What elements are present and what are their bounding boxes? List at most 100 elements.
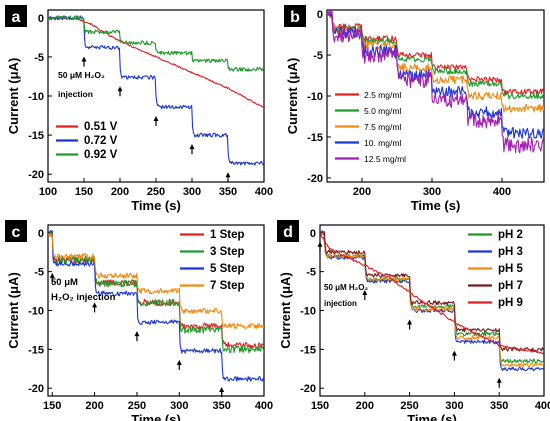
y-axis-label: Current (μA) <box>6 58 21 135</box>
annotation-text: injection <box>324 299 357 308</box>
y-axis-label: Current (μA) <box>278 272 293 349</box>
injection-arrowhead <box>49 272 55 278</box>
y-tick-label: -5 <box>313 50 323 62</box>
x-tick-label: 300 <box>183 186 201 198</box>
x-axis-label: Time (s) <box>411 198 461 213</box>
x-axis-label: Time (s) <box>131 412 181 421</box>
injection-arrowhead <box>451 350 457 356</box>
y-tick-label: -20 <box>28 383 44 395</box>
legend: pH 2 pH 3 pH 5 pH 7 pH 9 <box>468 229 524 309</box>
legend-label: 5.0 mg/ml <box>364 106 401 116</box>
injection-arrowhead <box>176 359 182 365</box>
x-tick-label: 250 <box>147 186 165 198</box>
annotation-text: H₂O₂ injection <box>51 292 116 303</box>
legend-label: 0.92 V <box>84 149 118 161</box>
legend: 1 Step 3 Step 5 Step 7 Step <box>180 229 245 292</box>
y-axis-label: Current (μA) <box>6 272 21 349</box>
legend: 2.5 mg/ml 5.0 mg/ml 7.5 mg/ml 10. mg/ml 12.5… <box>335 90 406 164</box>
panel-b: 200 300 400 0 -5 -10 -15 -20 Time (s) Current (μA… <box>284 5 545 213</box>
y-tick-label: -10 <box>28 91 44 103</box>
series-line-5-step <box>48 230 264 382</box>
injection-arrowhead <box>219 387 225 392</box>
plot-frame <box>47 224 265 397</box>
series-line-3-step <box>48 230 264 354</box>
x-tick-label: 400 <box>493 186 511 198</box>
y-tick-label: -15 <box>300 344 316 356</box>
y-tick-label: -10 <box>28 306 44 318</box>
injection-arrowhead <box>134 331 140 337</box>
panel-badge <box>5 5 27 27</box>
y-tick-label: -5 <box>306 267 316 279</box>
legend-label: 7 Step <box>210 280 245 292</box>
y-tick-label: -15 <box>28 344 44 356</box>
series-line-7-5-mg-ml <box>327 11 544 113</box>
series-line-ph-7 <box>320 231 544 352</box>
legend-label: 0.51 V <box>84 121 118 133</box>
x-tick-label: 100 <box>39 186 57 198</box>
panel-c: 150 200 250 300 350 400 0 -5 -10 -15 -20 Time (s) Cu… <box>5 220 273 421</box>
x-tick-label: 350 <box>212 400 230 412</box>
legend-label: 12.5 mg/ml <box>364 154 406 164</box>
x-tick-label: 250 <box>400 400 418 412</box>
panel-letter: d <box>283 224 293 241</box>
legend-label: 7.5 mg/ml <box>364 122 401 132</box>
injection-arrowhead <box>407 319 413 325</box>
series-group <box>320 230 544 372</box>
panel-letter: b <box>290 9 300 26</box>
y-tick-label: -15 <box>28 130 44 142</box>
series-group <box>48 230 264 382</box>
legend-label: pH 5 <box>498 263 524 275</box>
injection-arrowhead <box>317 241 323 247</box>
x-axis-label: Time (s) <box>131 198 181 213</box>
legend-label: pH 7 <box>498 280 523 292</box>
annotation-text: injection <box>58 89 93 99</box>
series-line-7-step <box>48 232 264 330</box>
x-tick-label: 400 <box>255 400 273 412</box>
y-tick-label: -20 <box>28 169 44 181</box>
injection-arrowhead <box>225 172 231 178</box>
legend-label: pH 2 <box>498 229 523 241</box>
x-tick-label: 300 <box>170 400 188 412</box>
legend-label: 2.5 mg/ml <box>364 90 401 100</box>
injection-arrowhead <box>81 56 87 62</box>
injection-arrowhead <box>92 302 98 308</box>
x-axis-label: Time (s) <box>407 412 457 421</box>
legend-label: pH 9 <box>498 297 523 309</box>
series-line-ph-5 <box>320 231 544 368</box>
y-tick-label: 0 <box>317 9 323 21</box>
panel-letter: c <box>12 224 21 241</box>
legend-label: 0.72 V <box>84 135 118 147</box>
y-tick-label: -10 <box>300 306 316 318</box>
x-tick-label: 300 <box>445 400 463 412</box>
legend-label: pH 3 <box>498 246 523 258</box>
x-tick-label: 150 <box>75 186 93 198</box>
series-group <box>48 15 264 166</box>
panel-a: 100 150 200 250 300 350 400 0 -5 -10 -15 -20 Time (s… <box>5 5 273 213</box>
panel-badge <box>284 5 306 27</box>
injection-arrowhead <box>189 144 195 150</box>
annotation-text: 50 μM <box>51 277 78 288</box>
y-tick-label: -20 <box>300 383 316 395</box>
injection-arrowhead <box>362 289 368 295</box>
series-group <box>327 10 544 154</box>
x-tick-label: 150 <box>311 400 329 412</box>
x-tick-label: 200 <box>111 186 129 198</box>
x-tick-label: 350 <box>490 400 508 412</box>
x-tick-label: 300 <box>423 186 441 198</box>
y-tick-label: -10 <box>307 91 323 103</box>
annotation-text: 50 μM H₂O₂ <box>324 283 368 292</box>
x-tick-label: 200 <box>356 400 374 412</box>
series-line-ph-9 <box>320 232 544 355</box>
x-tick-label: 250 <box>128 400 146 412</box>
legend-label: 1 Step <box>210 229 245 241</box>
x-tick-label: 400 <box>255 186 273 198</box>
x-tick-label: 200 <box>85 400 103 412</box>
y-tick-label: 0 <box>310 228 316 240</box>
x-tick-label: 350 <box>219 186 237 198</box>
series-line-12-5-mg-ml <box>327 10 544 154</box>
legend: 0.51 V 0.72 V 0.92 V <box>56 121 118 161</box>
x-tick-label: 150 <box>43 400 61 412</box>
legend-label: 5 Step <box>210 263 245 275</box>
panel-d: 150 200 250 300 350 400 0 -5 -10 -15 -20 Time (s) Cu… <box>277 220 550 421</box>
